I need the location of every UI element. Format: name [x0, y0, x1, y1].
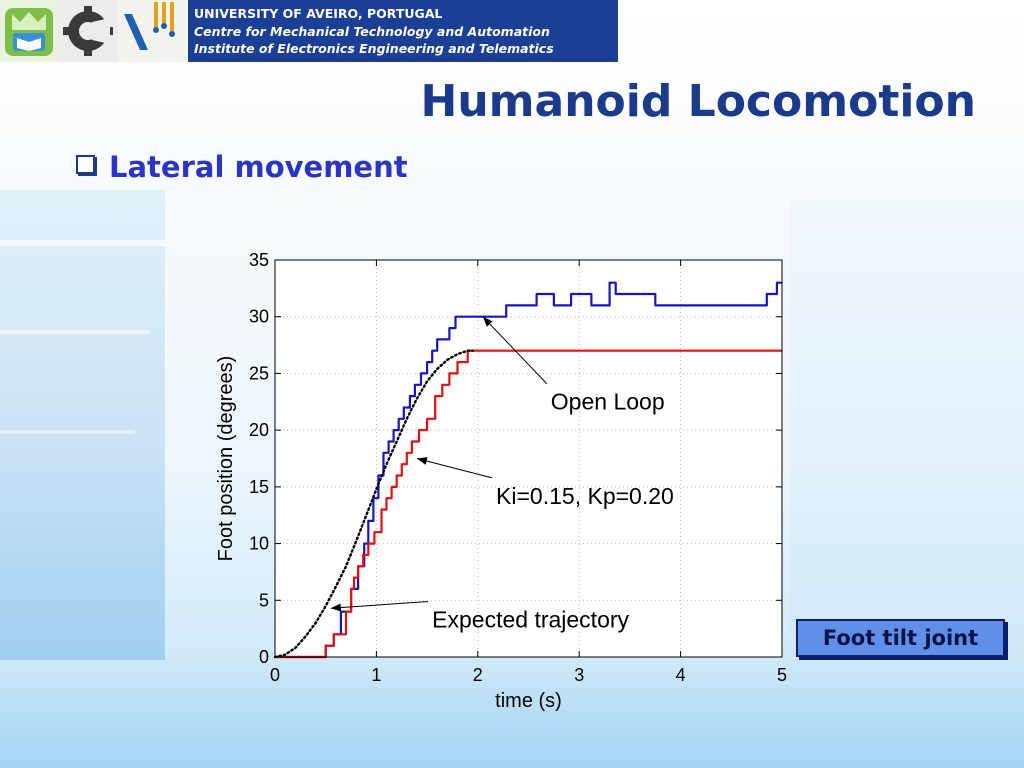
- chart-annotations: Open Loop Ki=0.15, Kp=0.20 Expected trajec…: [330, 316, 674, 633]
- centre-name: Centre for Mechanical Technology and Aut…: [194, 24, 550, 39]
- background-strip: [0, 330, 150, 334]
- y-tick-label: 25: [249, 363, 269, 383]
- bullet-item: Lateral movement: [76, 150, 408, 186]
- chart-grid: [274, 259, 783, 658]
- y-tick-label: 15: [249, 477, 269, 497]
- annotation-arrowhead: [330, 603, 341, 612]
- annotation-arrow: [330, 601, 429, 609]
- y-tick-label: 35: [249, 250, 269, 270]
- x-tick-label: 1: [371, 665, 381, 685]
- y-axis-label: Foot position (degrees): [215, 356, 237, 562]
- y-tick-label: 0: [259, 647, 269, 667]
- university-logo: [0, 0, 58, 62]
- header-bar: UNIVERSITY OF AVEIRO, PORTUGAL Centre fo…: [0, 0, 618, 62]
- gear-icon: [63, 6, 113, 56]
- x-tick-label: 2: [473, 665, 483, 685]
- background-strip: [0, 240, 165, 246]
- annotation-label: Open Loop: [551, 389, 665, 415]
- x-axis-label: time (s): [495, 690, 562, 712]
- annotation-arrowhead: [417, 457, 428, 465]
- institute-logo: [118, 0, 188, 62]
- y-tick-label: 30: [249, 307, 269, 327]
- institute-name: Institute of Electronics Engineering and…: [194, 41, 554, 56]
- x-tick-label: 0: [270, 665, 280, 685]
- chart-axes: 0 1 2 3 4 5 0 5 10 15 20 25 30 35: [249, 250, 787, 685]
- series-line-2: [273, 349, 474, 659]
- annotation-label: Ki=0.15, Kp=0.20: [496, 483, 674, 509]
- plot-area: [275, 260, 782, 657]
- annotation-arrow: [416, 458, 493, 479]
- x-tick-label: 4: [676, 665, 686, 685]
- university-name: UNIVERSITY OF AVEIRO, PORTUGAL: [194, 6, 443, 21]
- x-tick-label: 3: [574, 665, 584, 685]
- x-tick-label: 5: [777, 665, 787, 685]
- centre-logo: [58, 0, 118, 62]
- y-tick-label: 20: [249, 420, 269, 440]
- background-panel-left: [0, 190, 165, 660]
- university-logo-icon: [5, 8, 53, 56]
- annotation-arrowhead: [482, 316, 493, 327]
- bullet-text: Lateral movement: [109, 150, 408, 184]
- chart-series: [273, 281, 782, 659]
- y-tick-label: 10: [249, 534, 269, 554]
- y-tick-label: 5: [259, 590, 269, 610]
- page-title: Humanoid Locomotion: [420, 76, 976, 127]
- background-strip: [0, 430, 135, 434]
- annotation-arrow: [482, 316, 548, 385]
- foot-position-chart: 0 1 2 3 4 5 0 5 10 15 20 25 30 35 Open Loop Ki=0.15, K…: [215, 250, 787, 712]
- institute-logo-icon: [124, 2, 175, 50]
- annotation-label: Expected trajectory: [432, 607, 629, 633]
- background-panel-right: [790, 200, 1024, 660]
- plot-frame: [274, 259, 783, 658]
- background-panel-bottom: [0, 660, 1024, 768]
- university-banner: UNIVERSITY OF AVEIRO, PORTUGAL Centre fo…: [188, 0, 618, 62]
- series-line-1: [275, 349, 782, 659]
- checkbox-bullet-icon: [76, 154, 95, 174]
- foot-tilt-joint-label: Foot tilt joint: [796, 619, 1005, 657]
